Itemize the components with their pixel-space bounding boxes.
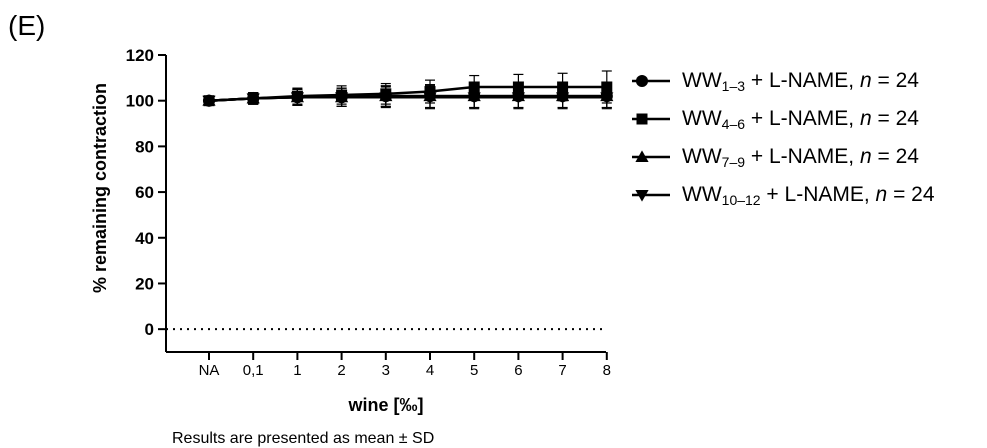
series-triangle-down — [202, 85, 614, 110]
marker-triangle-down — [556, 92, 570, 104]
marker-triangle-down — [379, 92, 393, 104]
x-tick-label: 0,1 — [243, 362, 264, 379]
y-axis: 0 20 40 60 80 100 120 — [126, 46, 167, 352]
marker-triangle-up — [635, 150, 649, 162]
legend-item: WW10–12 + L-NAME, n = 24 — [630, 176, 935, 214]
legend-item: WW1–3 + L-NAME, n = 24 — [630, 62, 935, 100]
series-square — [203, 70, 613, 107]
legend: WW1–3 + L-NAME, n = 24 WW4–6 + L-NAME, n… — [630, 62, 935, 214]
y-tick-label: 0 — [145, 320, 154, 339]
marker-triangle-down — [511, 92, 525, 104]
series-line — [208, 96, 607, 102]
marker-triangle-down — [290, 92, 304, 104]
panel-label: (E) — [8, 10, 46, 41]
x-tick-label: 3 — [382, 362, 390, 379]
x-axis: NA 0,1 1 2 3 4 5 6 7 8 — [166, 351, 611, 379]
x-tick-label: NA — [199, 362, 220, 379]
legend-marker-triangle-up-icon — [632, 150, 670, 162]
series-layer — [202, 70, 614, 110]
marker-triangle-down — [635, 190, 649, 202]
legend-label: WW4–6 + L-NAME, n = 24 — [682, 106, 919, 132]
y-axis-title: % remaining contraction — [90, 83, 110, 293]
y-tick-label: 40 — [135, 229, 154, 248]
y-tick-label: 20 — [135, 274, 154, 293]
marker-triangle-down — [423, 92, 437, 104]
x-tick-label: 6 — [514, 362, 522, 379]
legend-marker-triangle-down-icon — [632, 190, 670, 202]
marker-triangle-down — [202, 95, 216, 108]
legend-marker-square-icon — [632, 113, 670, 125]
legend-marker-circle-icon — [632, 74, 670, 88]
y-tick-label: 100 — [126, 92, 154, 111]
legend-label: WW7–9 + L-NAME, n = 24 — [682, 144, 919, 170]
legend-item: WW7–9 + L-NAME, n = 24 — [630, 138, 935, 176]
marker-triangle-down — [467, 92, 481, 104]
marker-triangle-down — [246, 93, 260, 106]
footnote: Results are presented as mean ± SD — [172, 430, 435, 447]
marker-triangle-down — [600, 92, 614, 104]
marker-triangle-down — [335, 92, 349, 104]
y-tick-label: 60 — [135, 183, 154, 202]
x-tick-label: 8 — [603, 362, 611, 379]
y-tick-label: 120 — [126, 46, 154, 65]
x-tick-label: 5 — [470, 362, 478, 379]
legend-label: WW10–12 + L-NAME, n = 24 — [682, 182, 935, 208]
x-axis-title: wine [‰] — [348, 395, 424, 415]
legend-label: WW1–3 + L-NAME, n = 24 — [682, 68, 919, 94]
marker-square — [636, 113, 648, 125]
legend-item: WW4–6 + L-NAME, n = 24 — [630, 100, 935, 138]
marker-circle — [635, 74, 649, 88]
y-tick-label: 80 — [135, 137, 154, 156]
x-tick-label: 2 — [337, 362, 345, 379]
x-tick-label: 4 — [426, 362, 434, 379]
x-tick-label: 1 — [293, 362, 301, 379]
x-tick-label: 7 — [558, 362, 566, 379]
